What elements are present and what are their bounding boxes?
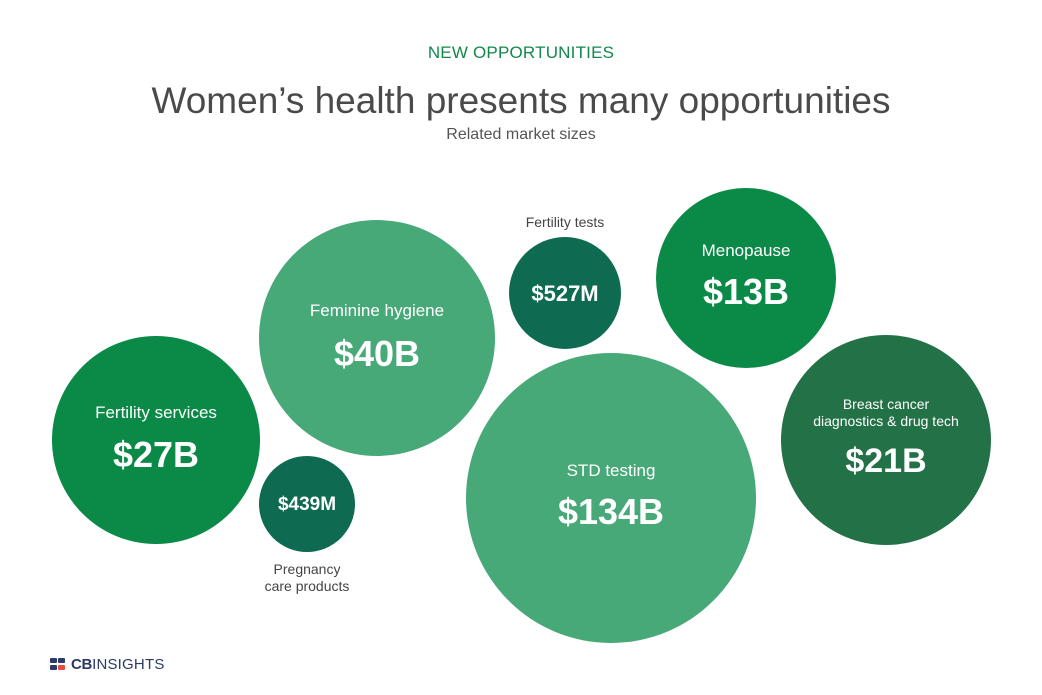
bubble-label-breast-cancer-diagnostics-drug-tech: diagnostics & drug tech [813,413,959,429]
bubble-circle-fertility-services [52,336,260,544]
bubble-value-pregnancy-care-products: $439M [278,494,336,515]
logo-text-insights: INSIGHTS [92,655,165,673]
eyebrow-label: NEW OPPORTUNITIES [427,43,615,62]
chart-title: Women’s health presents many opportuniti… [151,80,891,121]
bubble-label-menopause: Menopause [702,241,791,260]
chart-subtitle: Related market sizes [446,126,596,143]
bubble-circle-fertility-tests [509,237,621,349]
bubble-circle-std-testing [466,353,756,643]
bubble-label-fertility-services: Fertility services [95,403,217,422]
bubble-value-menopause: $13B [703,271,789,312]
cb-insights-logo-icon [50,657,67,671]
bubble-circle-breast-cancer-diagnostics-drug-tech [781,335,991,545]
bubble-label-std-testing: STD testing [567,461,656,480]
bubble-circle-feminine-hygiene [259,220,495,456]
bubble-circle-pregnancy-care-products [259,456,355,552]
bubble-circle-menopause [656,188,836,368]
bubble-value-feminine-hygiene: $40B [334,333,420,374]
logo-text-cb: CB [71,655,93,673]
bubble-label-breast-cancer-diagnostics-drug-tech: Breast cancer [843,396,930,412]
bubble-value-fertility-services: $27B [113,434,199,475]
bubble-value-breast-cancer-diagnostics-drug-tech: $21B [845,442,926,480]
bubble-value-std-testing: $134B [558,491,664,532]
bubble-label-feminine-hygiene: Feminine hygiene [310,301,444,320]
bubble-label-pregnancy-care-products: care products [265,578,350,594]
bubble-label-pregnancy-care-products: Pregnancy [274,561,341,577]
bubble-label-fertility-tests: Fertility tests [526,214,605,230]
cb-insights-logo: CB INSIGHTS [50,655,165,673]
bubble-value-fertility-tests: $527M [531,281,598,306]
